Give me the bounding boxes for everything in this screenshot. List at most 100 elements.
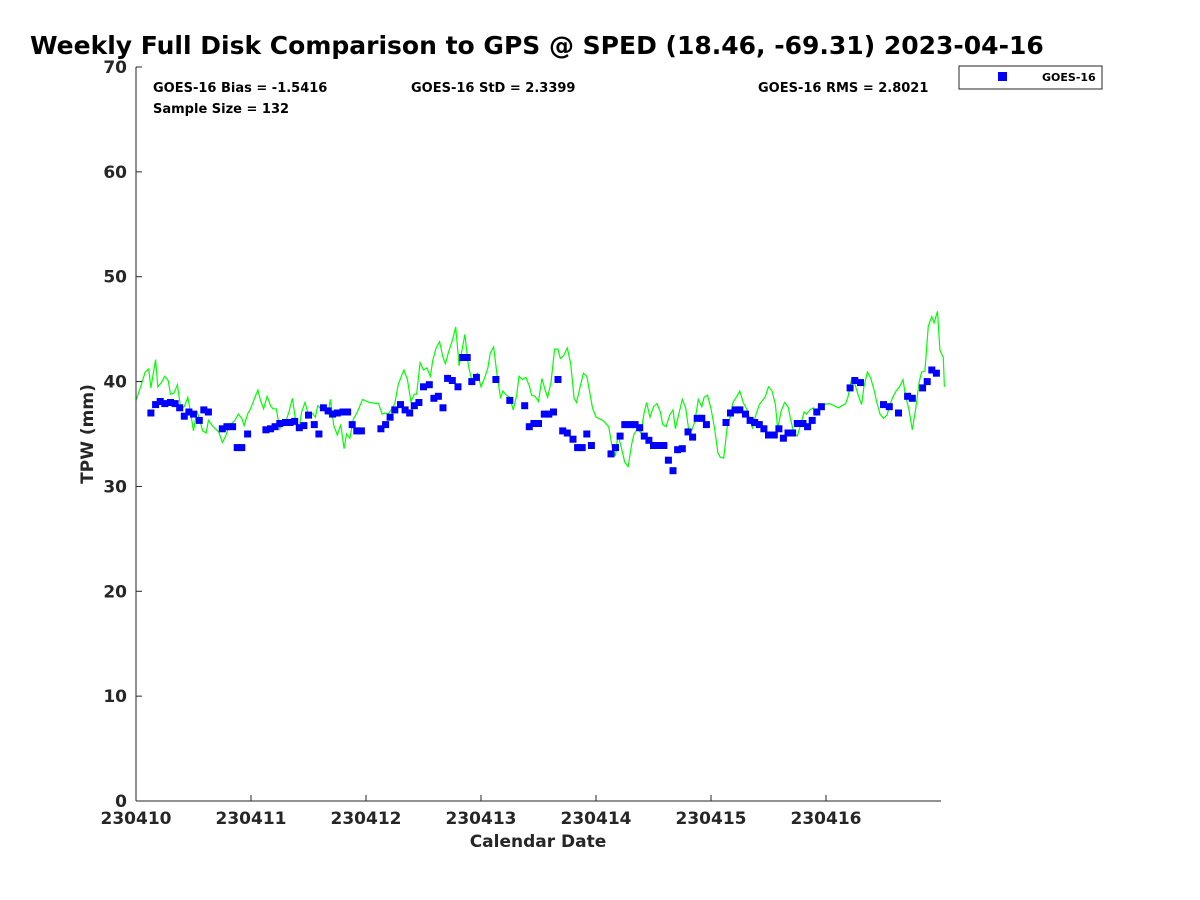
y-tick-label: 50 bbox=[103, 268, 127, 288]
goes16-point bbox=[545, 410, 553, 418]
goes16-point bbox=[267, 425, 274, 433]
goes16-point bbox=[463, 354, 471, 361]
goes16-point bbox=[468, 378, 476, 386]
goes16-point bbox=[885, 403, 893, 411]
gps-line bbox=[135, 311, 945, 468]
y-tick-label: 10 bbox=[103, 687, 127, 707]
goes16-point bbox=[755, 421, 763, 429]
goes16-point bbox=[530, 420, 538, 427]
x-axis-label: Calendar Date bbox=[470, 832, 607, 852]
goes16-point bbox=[238, 444, 246, 452]
goes16-point bbox=[420, 383, 427, 391]
goes16-point bbox=[377, 425, 385, 433]
goes16-point bbox=[180, 412, 188, 420]
y-tick-label: 20 bbox=[103, 582, 127, 602]
x-tick-label: 230413 bbox=[446, 809, 517, 829]
goes16-point bbox=[305, 411, 312, 419]
x-axis-ticks: 230410 230411 230412 230413 230414 230415 2304… bbox=[101, 795, 861, 829]
goes16-point bbox=[923, 378, 931, 386]
goes16-point bbox=[770, 431, 778, 439]
goes16-point bbox=[348, 421, 356, 429]
goes16-point bbox=[908, 394, 916, 402]
goes16-point bbox=[171, 400, 179, 408]
goes16-point bbox=[410, 402, 418, 410]
goes16-point bbox=[857, 379, 864, 387]
goes16-point bbox=[430, 394, 438, 402]
stat-sample-size: Sample Size = 132 bbox=[153, 102, 289, 117]
legend: GOES-16 bbox=[958, 65, 1103, 90]
goes16-point bbox=[746, 416, 754, 424]
goes16-point bbox=[554, 376, 562, 383]
goes16-point bbox=[415, 399, 423, 406]
goes16-point bbox=[300, 422, 308, 430]
goes16-point bbox=[185, 408, 193, 416]
goes16-point bbox=[397, 401, 404, 409]
goes16-point bbox=[607, 450, 615, 458]
y-tick-label: 40 bbox=[103, 373, 127, 393]
goes16-point bbox=[684, 428, 692, 436]
goes16-point bbox=[813, 408, 821, 416]
goes16-point bbox=[569, 435, 577, 443]
goes16-point bbox=[244, 430, 252, 438]
goes16-point bbox=[344, 408, 352, 416]
goes16-point bbox=[574, 444, 582, 452]
goes16-point bbox=[563, 429, 571, 437]
goes16-point bbox=[660, 442, 668, 449]
goes16-point bbox=[702, 421, 710, 429]
goes16-point bbox=[391, 406, 399, 414]
goes16-point bbox=[674, 446, 682, 454]
goes16-point bbox=[492, 376, 500, 383]
goes16-point bbox=[640, 432, 648, 440]
goes16-point bbox=[310, 421, 318, 429]
goes16-point bbox=[195, 416, 203, 424]
goes16-point bbox=[333, 409, 341, 417]
goes16-point bbox=[401, 406, 409, 414]
goes16-point bbox=[616, 432, 624, 440]
goes16-point bbox=[904, 392, 912, 400]
legend-marker-goes16 bbox=[998, 72, 1007, 81]
goes16-point bbox=[161, 400, 169, 408]
goes16-point bbox=[540, 410, 548, 418]
goes16-point bbox=[444, 374, 452, 382]
plot-area bbox=[136, 67, 941, 801]
goes16-point bbox=[664, 456, 672, 464]
goes16-point bbox=[760, 425, 768, 433]
goes16-point bbox=[167, 399, 174, 406]
goes16-point bbox=[655, 442, 663, 449]
goes16-point bbox=[382, 421, 390, 429]
y-axis-ticks: 0 10 20 30 40 50 60 70 bbox=[103, 58, 142, 812]
goes16-point bbox=[817, 403, 825, 411]
goes16-point bbox=[353, 427, 361, 435]
goes16-point bbox=[282, 419, 289, 426]
goes16-point bbox=[204, 408, 212, 416]
goes16-point bbox=[190, 410, 197, 418]
goes16-point bbox=[928, 366, 936, 374]
goes16-point bbox=[693, 414, 701, 422]
goes16-point bbox=[559, 427, 567, 435]
goes16-point bbox=[789, 429, 797, 437]
goes16-point bbox=[439, 404, 447, 412]
goes16-point bbox=[669, 467, 677, 475]
goes-series bbox=[147, 354, 940, 475]
goes16-point bbox=[454, 383, 462, 391]
goes16-point bbox=[535, 420, 542, 427]
goes16-point bbox=[286, 419, 294, 426]
goes16-point bbox=[932, 369, 940, 377]
legend-box bbox=[958, 65, 1103, 90]
y-tick-label: 70 bbox=[103, 58, 127, 78]
goes16-point bbox=[698, 414, 706, 422]
goes16-point bbox=[386, 413, 394, 421]
goes16-point bbox=[775, 425, 783, 433]
goes16-point bbox=[357, 427, 365, 435]
goes16-point bbox=[627, 421, 634, 429]
goes16-point bbox=[808, 416, 816, 424]
goes16-point bbox=[506, 396, 514, 404]
goes16-point bbox=[880, 401, 887, 409]
x-tick-label: 230410 bbox=[101, 809, 172, 829]
goes16-point bbox=[612, 444, 619, 452]
x-tick-label: 230414 bbox=[561, 809, 632, 829]
y-tick-label: 30 bbox=[103, 477, 127, 497]
stat-bias: GOES-16 Bias = -1.5416 bbox=[153, 81, 327, 96]
goes16-point bbox=[727, 409, 734, 417]
gps-series bbox=[135, 311, 945, 468]
